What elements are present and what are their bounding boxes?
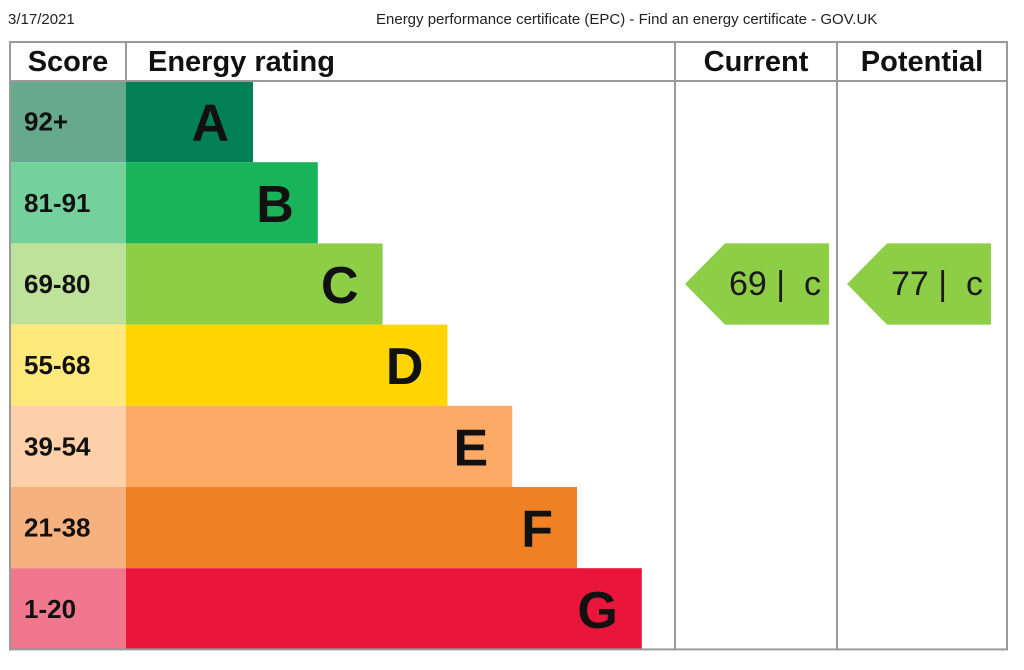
score-range-label: 92+ <box>24 107 68 137</box>
rating-letter-label: D <box>386 338 424 396</box>
rating-letter-label: B <box>256 176 294 234</box>
current-rating-arrow <box>685 243 829 325</box>
score-column-header: Score <box>28 46 109 78</box>
potential-rating-score-label: 77 | c <box>891 265 983 303</box>
rating-bar-d <box>126 324 448 406</box>
score-range-label: 69-80 <box>24 269 91 299</box>
print-date: 3/17/2021 <box>8 11 75 28</box>
rating-bar-a <box>126 81 253 163</box>
rating-letter-label: F <box>521 501 553 559</box>
score-range-label: 81-91 <box>24 188 91 218</box>
rating-letter-label: G <box>577 582 617 640</box>
score-range-label: 39-54 <box>24 431 91 461</box>
score-cell-a <box>10 81 126 163</box>
potential-rating-arrow <box>847 243 991 325</box>
score-cell-b <box>10 162 126 244</box>
current-column-header: Current <box>704 46 809 78</box>
score-range-label: 1-20 <box>24 594 76 624</box>
score-cell-g <box>10 568 126 650</box>
current-rating-score-label: 69 | c <box>729 265 821 303</box>
rating-bar-g <box>126 568 642 650</box>
chart-border <box>9 41 1008 651</box>
rating-letter-label: A <box>191 95 229 153</box>
score-range-label: 55-68 <box>24 350 91 380</box>
score-cell-f <box>10 487 126 569</box>
page-title: Energy performance certificate (EPC) - F… <box>376 11 878 28</box>
score-cell-e <box>10 405 126 487</box>
rating-bar-e <box>126 405 513 487</box>
potential-column-header: Potential <box>861 46 983 78</box>
energy-rating-column-header: Energy rating <box>148 46 335 78</box>
rating-bar-c <box>126 243 383 325</box>
score-cell-d <box>10 324 126 406</box>
rating-bar-f <box>126 487 577 569</box>
rating-letter-label: E <box>454 419 489 477</box>
score-cell-c <box>10 243 126 325</box>
rating-bar-b <box>126 162 318 244</box>
rating-letter-label: C <box>321 257 359 315</box>
score-range-label: 21-38 <box>24 513 91 543</box>
